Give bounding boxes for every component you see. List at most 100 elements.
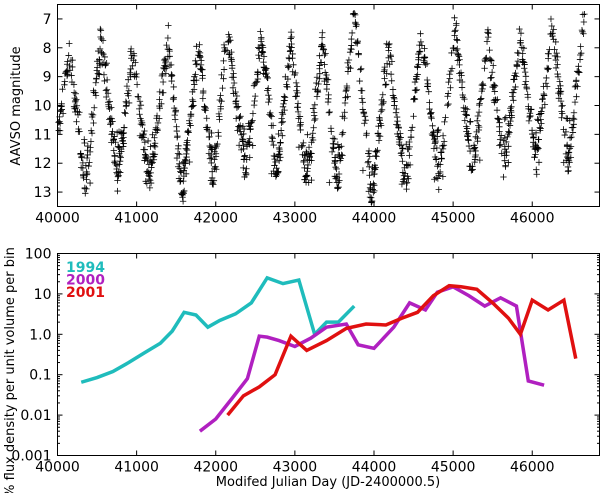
light-curve-point [206,133,213,140]
light-curve-point [316,75,323,82]
light-curve-point [331,159,338,167]
light-curve-point [303,172,310,179]
light-curve-point [533,171,540,178]
light-curve-point [553,49,560,57]
light-curve-point [167,61,175,69]
light-curve-point [201,103,208,111]
light-curve-point [212,163,219,170]
light-curve-y-tick-label: 13 [34,185,52,201]
light-curve-point [74,111,82,119]
light-curve-point [530,133,537,141]
light-curve-point [192,57,199,65]
light-curve-point [103,59,110,67]
light-curve-point [354,37,361,45]
light-curve-point [103,86,111,93]
light-curve-point [369,186,376,193]
light-curve-point [91,104,98,111]
light-curve-point [569,124,577,131]
light-curve-point [359,106,366,113]
light-curve-point [399,158,406,165]
light-curve-point [336,151,343,159]
light-curve-point [378,106,386,114]
light-curve-point [365,150,372,157]
light-curve-point [329,144,337,151]
light-curve-point [294,100,302,107]
light-curve-point [474,112,482,120]
light-curve-point [268,138,276,145]
light-curve-point [393,113,401,121]
light-curve-point [237,113,244,120]
light-curve-point [92,92,100,99]
light-curve-point [544,66,551,73]
light-curve-point [552,38,559,46]
flux-density-y-tick-label: 0.01 [20,408,51,424]
light-curve-point [182,170,190,178]
light-curve-point [296,122,304,130]
light-curve-point [142,178,149,185]
light-curve-point [463,111,470,118]
light-curve-point [191,81,198,88]
light-curve-point [535,111,543,118]
light-curve-point [112,139,119,146]
light-curve-point [512,69,519,77]
light-curve-point [228,58,235,65]
light-curve-point [223,47,231,54]
light-curve-point [109,128,116,135]
light-curve-point [543,83,551,90]
light-curve-point [160,89,167,96]
light-curve-point [204,124,211,131]
light-curve-point [575,63,582,70]
light-curve-point [398,149,405,157]
light-curve-point [448,65,456,72]
flux-density-x-tick-label: 43000 [273,460,318,476]
light-curve-point [382,81,390,88]
light-curve-point [453,36,460,43]
light-curve-point [387,53,395,60]
light-curve-point [139,121,146,129]
light-curve-point [513,73,520,80]
light-curve-point [481,65,488,72]
light-curve-point [160,56,168,64]
light-curve-point [552,56,560,64]
light-curve-point [151,140,159,147]
light-curve-point [168,72,176,79]
light-curve-point [403,141,410,148]
light-curve-point [417,38,425,46]
light-curve-point [543,64,551,72]
light-curve-point [118,148,125,155]
light-curve-point [266,95,273,103]
light-curve-x-tick-label: 46000 [510,211,555,227]
light-curve-point [461,117,469,124]
light-curve-point [506,129,513,136]
light-curve-point [73,118,80,125]
light-curve-point [78,153,85,160]
light-curve-point [552,64,560,72]
light-curve-point [332,163,339,171]
light-curve-point [216,96,223,104]
light-curve-point [254,75,262,83]
light-curve-point [316,52,323,59]
light-curve-point [393,105,400,113]
light-curve-point [184,128,191,136]
light-curve-point [497,141,504,148]
light-curve-point [376,133,384,140]
light-curve-point [133,81,141,88]
light-curve-point [174,132,181,140]
light-curve-point [467,118,474,125]
light-curve-point [69,56,76,64]
light-curve-point [565,149,573,156]
light-curve-point [483,38,491,45]
light-curve-point [537,125,544,132]
light-curve-point [301,164,308,172]
light-curve-point [173,154,181,162]
light-curve-point [333,165,340,173]
light-curve-point [507,117,514,125]
light-curve-point [341,114,348,122]
light-curve-point [284,62,292,70]
light-curve-point [287,28,295,36]
light-curve-point [514,49,521,56]
light-curve-point [127,48,134,55]
light-curve-point [116,144,123,151]
light-curve-point [240,164,247,172]
